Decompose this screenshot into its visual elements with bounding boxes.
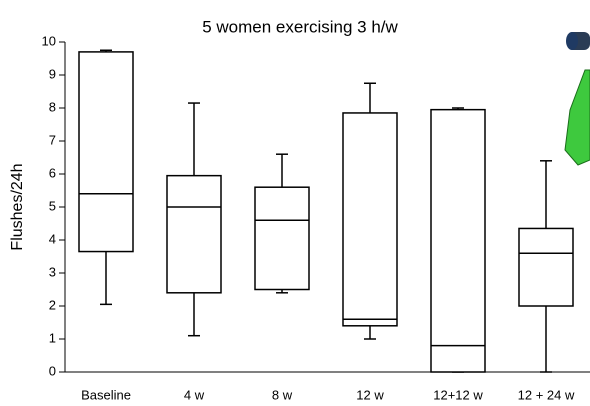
box [255, 187, 309, 289]
y-tick-label: 2 [49, 297, 56, 312]
box [343, 113, 397, 326]
decorative-figure [565, 32, 590, 165]
y-tick-label: 0 [49, 363, 56, 378]
x-tick-label: 12 + 24 w [518, 387, 575, 402]
x-tick-label: 4 w [184, 387, 205, 402]
x-tick-label: 12 w [356, 387, 384, 402]
y-tick-label: 7 [49, 132, 56, 147]
y-axis-label: Flushes/24h [9, 163, 26, 250]
chart: 5 women exercising 3 h/w Flushes/24h 012… [0, 0, 590, 406]
y-tick-label: 1 [49, 330, 56, 345]
box [519, 228, 573, 306]
chart-title: 5 women exercising 3 h/w [202, 17, 398, 36]
x-tick-label: 12+12 w [433, 387, 483, 402]
box [431, 110, 485, 372]
y-tick-label: 10 [42, 33, 56, 48]
x-tick-label: 8 w [272, 387, 293, 402]
y-tick-label: 9 [49, 66, 56, 81]
box [79, 52, 133, 252]
box [167, 176, 221, 293]
y-tick-label: 6 [49, 165, 56, 180]
y-tick-label: 3 [49, 264, 56, 279]
y-tick-label: 8 [49, 99, 56, 114]
x-tick-label: Baseline [81, 387, 131, 402]
y-tick-label: 5 [49, 198, 56, 213]
y-tick-label: 4 [49, 231, 56, 246]
